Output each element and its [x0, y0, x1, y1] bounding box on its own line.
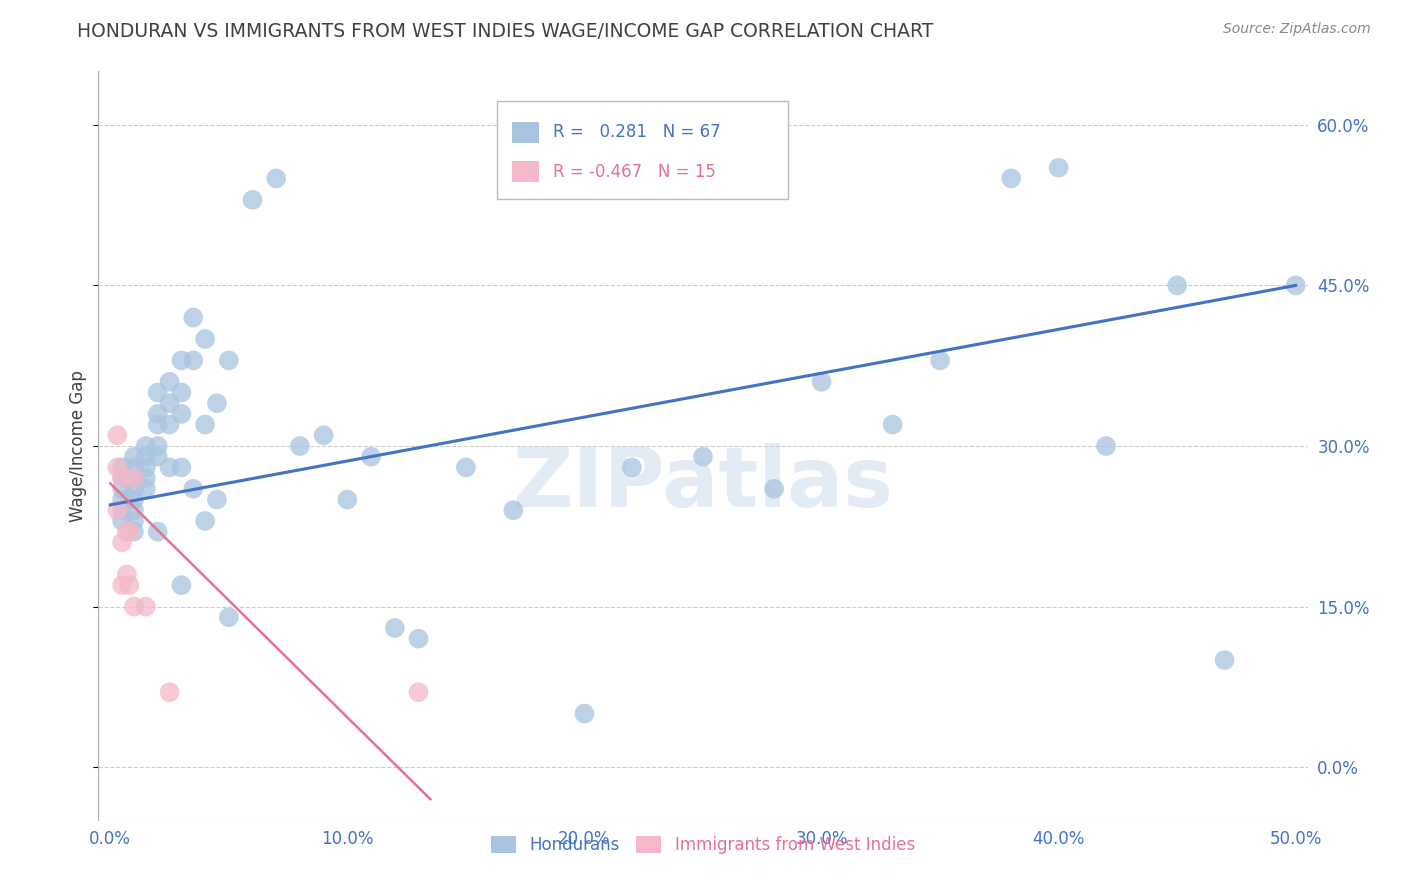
Text: Source: ZipAtlas.com: Source: ZipAtlas.com: [1223, 22, 1371, 37]
Point: [170, 385, 193, 400]
Point: [810, 375, 832, 389]
Point: [111, 503, 134, 517]
Point: [122, 471, 145, 485]
Point: [115, 524, 138, 539]
Point: [111, 471, 134, 485]
Point: [122, 524, 145, 539]
Point: [408, 632, 430, 646]
Point: [115, 567, 138, 582]
Point: [111, 492, 134, 507]
Point: [146, 450, 169, 464]
Point: [135, 450, 157, 464]
Point: [135, 460, 157, 475]
Point: [170, 353, 193, 368]
Point: [181, 310, 204, 325]
Point: [135, 599, 157, 614]
Point: [408, 685, 430, 699]
Point: [111, 578, 134, 592]
Point: [1095, 439, 1118, 453]
Point: [205, 492, 228, 507]
Point: [882, 417, 904, 432]
Point: [146, 524, 169, 539]
Point: [242, 193, 264, 207]
Point: [122, 492, 145, 507]
Point: [122, 599, 145, 614]
Point: [111, 535, 134, 549]
Point: [692, 450, 714, 464]
Point: [159, 375, 181, 389]
Point: [111, 514, 134, 528]
Point: [620, 460, 643, 475]
Point: [1000, 171, 1022, 186]
Point: [194, 417, 217, 432]
Point: [146, 439, 169, 453]
Point: [122, 460, 145, 475]
Point: [135, 439, 157, 453]
Text: R =   0.281   N = 67: R = 0.281 N = 67: [553, 123, 721, 141]
Point: [170, 407, 193, 421]
Point: [146, 407, 169, 421]
Point: [194, 514, 217, 528]
Point: [105, 503, 128, 517]
Point: [170, 460, 193, 475]
Point: [170, 578, 193, 592]
Point: [1285, 278, 1308, 293]
Point: [312, 428, 335, 442]
Point: [122, 482, 145, 496]
Point: [360, 450, 382, 464]
Point: [111, 482, 134, 496]
FancyBboxPatch shape: [512, 161, 538, 182]
Point: [1213, 653, 1236, 667]
Point: [288, 439, 311, 453]
Point: [264, 171, 287, 186]
Point: [135, 482, 157, 496]
Point: [118, 524, 141, 539]
Point: [122, 450, 145, 464]
Legend: Hondurans, Immigrants from West Indies: Hondurans, Immigrants from West Indies: [484, 830, 922, 861]
Point: [105, 428, 128, 442]
Point: [159, 396, 181, 410]
Text: ZIPatlas: ZIPatlas: [513, 443, 893, 524]
Point: [122, 503, 145, 517]
Y-axis label: Wage/Income Gap: Wage/Income Gap: [69, 370, 87, 522]
Point: [194, 332, 217, 346]
Point: [159, 460, 181, 475]
Point: [502, 503, 524, 517]
Point: [122, 471, 145, 485]
Point: [454, 460, 477, 475]
FancyBboxPatch shape: [512, 121, 538, 143]
Point: [118, 578, 141, 592]
Point: [763, 482, 786, 496]
Point: [929, 353, 952, 368]
Point: [105, 460, 128, 475]
Text: R = -0.467   N = 15: R = -0.467 N = 15: [553, 162, 716, 181]
Point: [574, 706, 596, 721]
Point: [111, 471, 134, 485]
Point: [384, 621, 406, 635]
Point: [111, 460, 134, 475]
Point: [336, 492, 359, 507]
Point: [218, 353, 240, 368]
Text: HONDURAN VS IMMIGRANTS FROM WEST INDIES WAGE/INCOME GAP CORRELATION CHART: HONDURAN VS IMMIGRANTS FROM WEST INDIES …: [77, 22, 934, 41]
Point: [181, 482, 204, 496]
Point: [122, 514, 145, 528]
Point: [1166, 278, 1188, 293]
Point: [146, 385, 169, 400]
Point: [135, 471, 157, 485]
Point: [159, 417, 181, 432]
Point: [181, 353, 204, 368]
Point: [218, 610, 240, 624]
FancyBboxPatch shape: [498, 102, 787, 199]
Point: [205, 396, 228, 410]
Point: [146, 417, 169, 432]
Point: [1047, 161, 1070, 175]
Point: [159, 685, 181, 699]
